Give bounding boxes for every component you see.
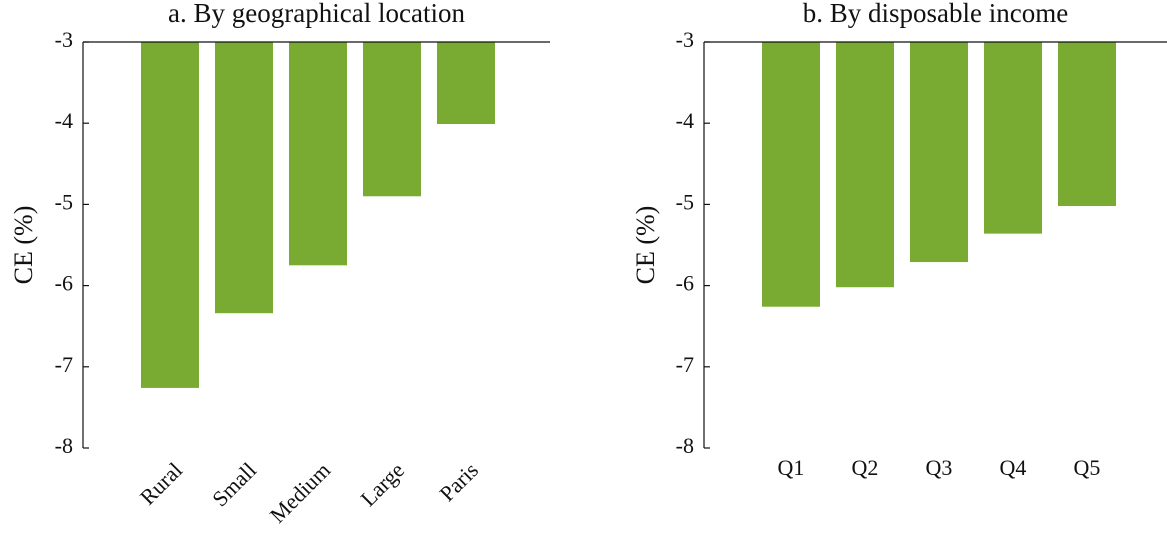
x-tick-label: Q3 [926,455,953,480]
x-tick-label: Large [355,457,409,511]
bar [437,42,495,125]
y-tick-label: -6 [55,271,73,296]
x-tick-label: Q1 [778,455,805,480]
panel: a. By geographical location CE (%) Rural Sm… [9,0,550,528]
y-tick-label: -3 [55,27,73,52]
bar [984,42,1042,234]
y-tick-label: -5 [55,189,73,214]
x-tick-label: Q4 [1000,455,1027,480]
bar [215,42,273,314]
y-axis-label: CE (%) [631,206,660,285]
panel-title: a. By geographical location [168,0,465,28]
y-tick-label: -3 [676,27,694,52]
y-tick-label: -7 [676,352,694,377]
x-tick-label: Small [207,457,261,511]
y-tick-label: -5 [676,189,694,214]
bar [836,42,894,288]
y-tick-label: -7 [55,352,73,377]
x-tick-label: Q2 [852,455,879,480]
y-tick-label: -4 [676,108,694,133]
x-tick-label: Medium [265,457,335,527]
y-tick-label: -8 [55,433,73,458]
bar [762,42,820,307]
bar [910,42,968,263]
y-axis-label: CE (%) [9,206,38,285]
y-tick-label: -8 [676,433,694,458]
x-tick-label: Paris [434,457,483,506]
bar [141,42,199,388]
bar [363,42,421,197]
y-tick-label: -4 [55,108,73,133]
panel-title: b. By disposable income [803,0,1068,28]
y-tick-label: -6 [676,271,694,296]
bar [1058,42,1116,207]
x-tick-label: Q5 [1074,455,1101,480]
bar [289,42,347,266]
x-tick-label: Rural [135,457,187,509]
panel: b. By disposable income CE (%) Q1 Q2 Q3 Q4 Q5 -… [631,0,1167,480]
